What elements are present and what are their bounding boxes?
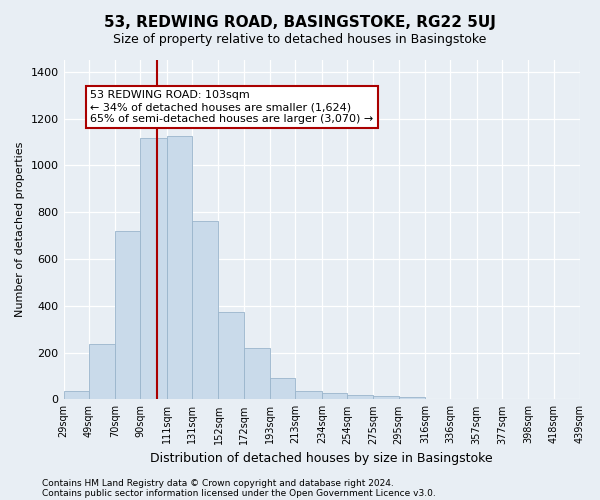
Bar — [115, 231, 140, 400]
Bar — [192, 222, 218, 400]
X-axis label: Distribution of detached houses by size in Basingstoke: Distribution of detached houses by size … — [151, 452, 493, 465]
Bar — [244, 348, 270, 400]
Bar — [140, 138, 167, 400]
Bar — [167, 136, 192, 400]
Text: Contains public sector information licensed under the Open Government Licence v3: Contains public sector information licen… — [42, 488, 436, 498]
Bar — [270, 378, 295, 400]
Bar — [89, 344, 115, 400]
Bar — [347, 394, 373, 400]
Bar — [322, 394, 347, 400]
Text: 53, REDWING ROAD, BASINGSTOKE, RG22 5UJ: 53, REDWING ROAD, BASINGSTOKE, RG22 5UJ — [104, 15, 496, 30]
Bar — [295, 391, 322, 400]
Text: Size of property relative to detached houses in Basingstoke: Size of property relative to detached ho… — [113, 32, 487, 46]
Y-axis label: Number of detached properties: Number of detached properties — [15, 142, 25, 318]
Bar — [64, 391, 89, 400]
Text: 53 REDWING ROAD: 103sqm
← 34% of detached houses are smaller (1,624)
65% of semi: 53 REDWING ROAD: 103sqm ← 34% of detache… — [90, 90, 373, 124]
Text: Contains HM Land Registry data © Crown copyright and database right 2024.: Contains HM Land Registry data © Crown c… — [42, 478, 394, 488]
Bar — [218, 312, 244, 400]
Bar — [398, 397, 425, 400]
Bar — [373, 396, 398, 400]
